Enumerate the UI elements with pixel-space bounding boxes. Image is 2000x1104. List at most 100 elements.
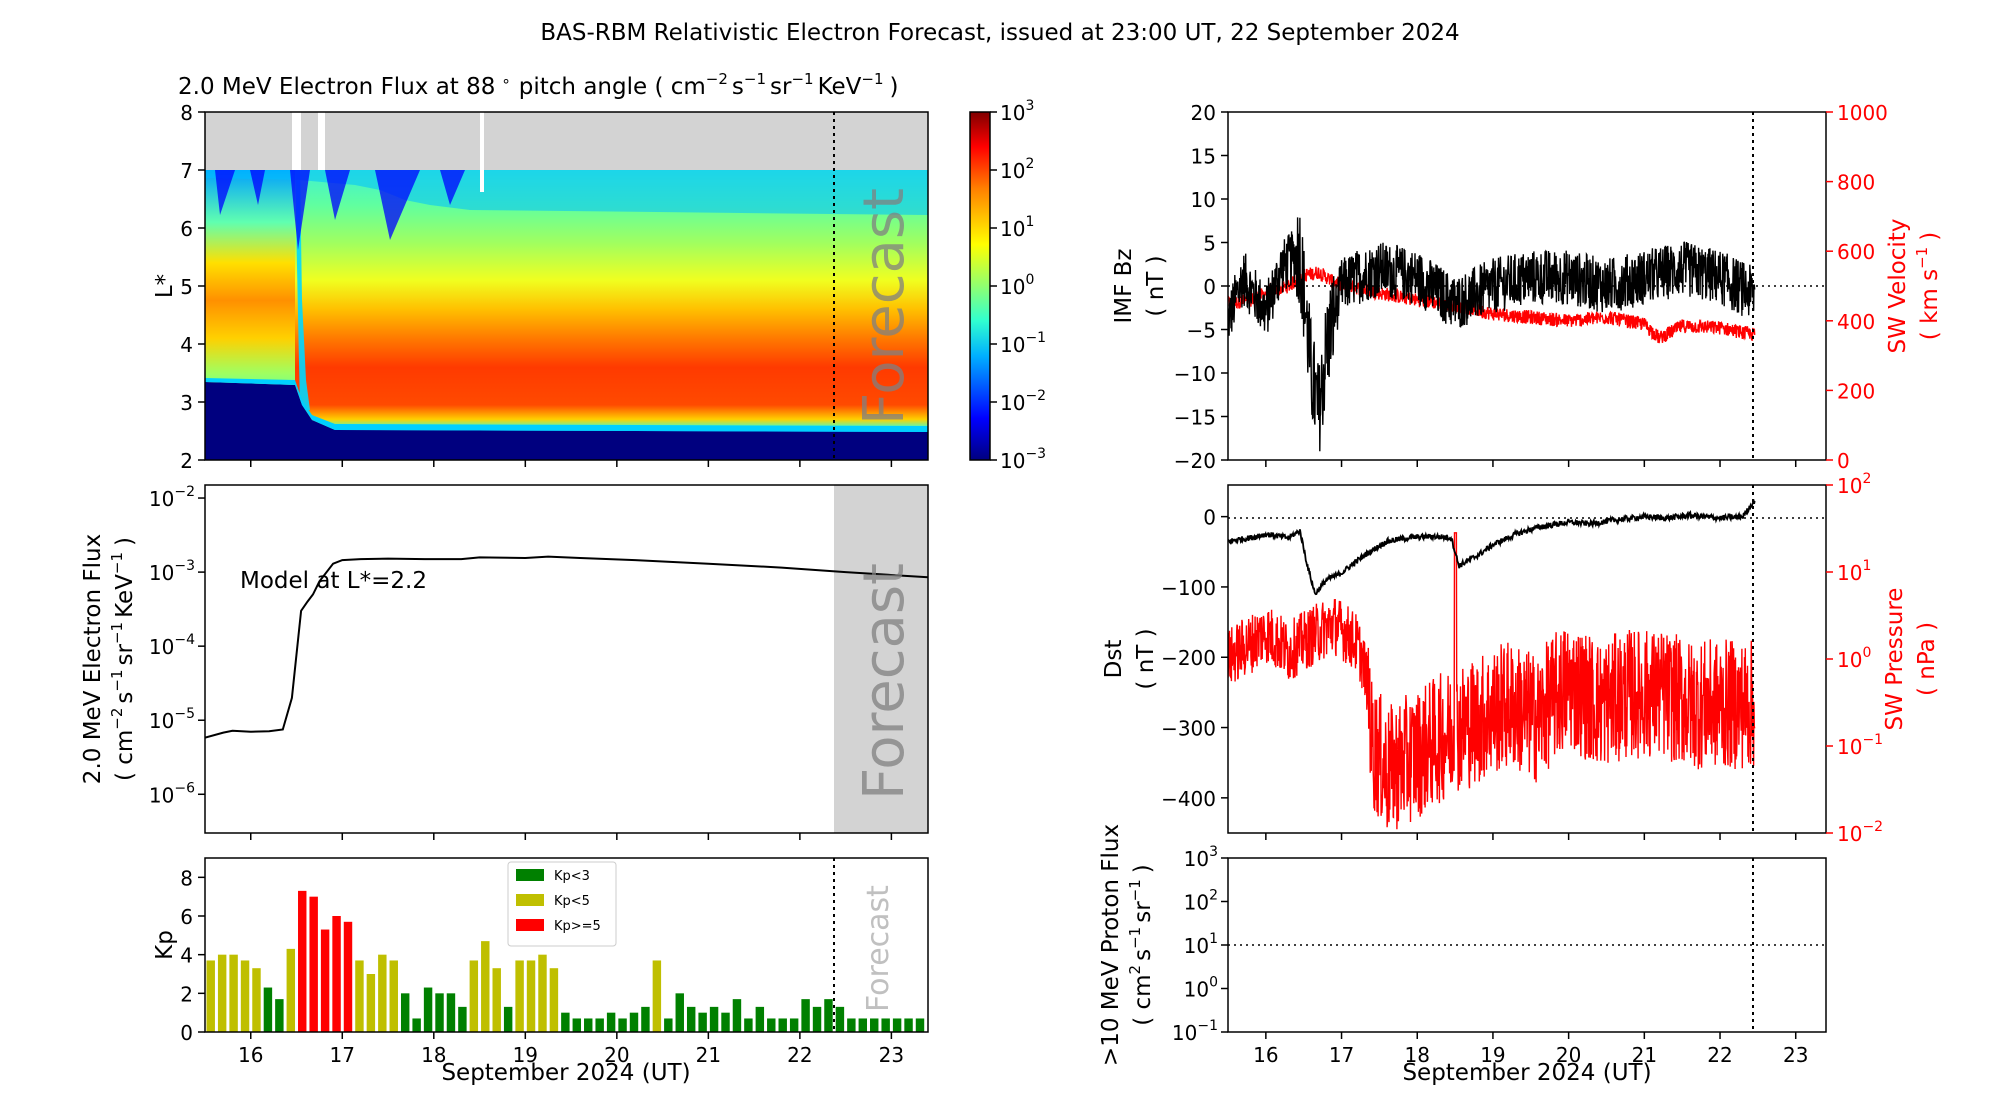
imf-ytick-label-3: 5 [1203, 232, 1216, 256]
kp-bar-36 [618, 1018, 627, 1032]
proton-xtick-label-6: 22 [1707, 1043, 1732, 1067]
sw-pressure-ylabel-line2: ( nPa ) [1914, 622, 1940, 696]
kp-bar-37 [629, 1012, 639, 1032]
proton-xtick-label-4: 20 [1556, 1043, 1581, 1067]
kp-bar-62 [915, 1018, 925, 1032]
kp-bar-53 [812, 1006, 822, 1032]
model-flux-line [205, 555, 928, 739]
kp-bar-16 [389, 960, 398, 1032]
kp-legend-label-1: Kp<5 [554, 894, 590, 909]
colorbar-tick-label-6: 10−3 [1000, 446, 1046, 473]
model-ytick-label-4: 10−6 [149, 780, 195, 807]
kp-bar-33 [584, 1018, 593, 1032]
imf-ytick-label-1: 15 [1191, 145, 1216, 169]
colorbar-tick-label-5: 10−2 [1000, 388, 1046, 415]
model-forecast-label: Forecast [852, 563, 917, 800]
proton-xtick-label-2: 18 [1405, 1043, 1430, 1067]
kp-bar-23 [469, 960, 479, 1032]
kp-xtick-label-1: 17 [330, 1043, 355, 1067]
kp-bar-59 [881, 1018, 890, 1032]
colorbar-tick-label-0: 103 [1000, 98, 1034, 125]
imf-ytick-label-0: 20 [1191, 101, 1216, 125]
kp-bar-3 [240, 960, 250, 1032]
kp-ytick-label-3: 6 [180, 905, 193, 929]
kp-bar-46 [732, 999, 742, 1032]
kp-bar-12 [343, 921, 353, 1032]
kp-bar-13 [355, 960, 364, 1032]
pressure-ytick-label-0: 102 [1837, 471, 1871, 498]
proton-ytick-label-2: 101 [1184, 931, 1218, 958]
kp-bar-57 [858, 1018, 868, 1032]
sw-velocity-line [1228, 266, 1756, 344]
kp-xtick-label-7: 23 [879, 1043, 904, 1067]
kp-legend-swatch-0 [516, 869, 544, 881]
kp-bar-5 [263, 987, 273, 1032]
dst-ytick-label-0: 0 [1203, 506, 1216, 530]
kp-bar-42 [686, 1006, 696, 1032]
velocity-ytick-label-5: 0 [1837, 449, 1850, 473]
kp-axes-frame [204, 857, 929, 1033]
pressure-ytick-label-4: 10−2 [1837, 819, 1883, 846]
proton-xtick-label-3: 19 [1480, 1043, 1505, 1067]
kp-bar-4 [252, 968, 261, 1032]
kp-bar-44 [709, 1006, 719, 1032]
proton-ylabel-line2: ( cm2s−1sr−1) [1126, 864, 1156, 1026]
kp-bar-17 [400, 993, 410, 1032]
colorbar-tick-label-1: 102 [1000, 156, 1034, 183]
heatmap-inner-belt [205, 382, 928, 460]
flux-ytick-label-6: 8 [180, 101, 193, 125]
left-xlabel: September 2024 (UT) [441, 1060, 690, 1086]
kp-bar-31 [561, 1012, 570, 1032]
kp-legend-label-0: Kp<3 [554, 869, 590, 884]
flux-ytick-label-4: 6 [180, 217, 193, 241]
kp-bar-60 [892, 1018, 902, 1032]
colorbar-tick-label-4: 10−1 [1000, 330, 1046, 357]
kp-xtick-label-0: 16 [238, 1043, 263, 1067]
kp-bar-47 [744, 1018, 753, 1032]
pressure-ytick-label-1: 101 [1837, 558, 1871, 585]
kp-ytick-label-4: 8 [180, 866, 193, 890]
flux-ytick-label-0: 2 [180, 449, 193, 473]
model-annotation: Model at L*=2.2 [240, 568, 427, 594]
kp-bar-39 [652, 960, 662, 1032]
figure-title: BAS-RBM Relativistic Electron Forecast, … [540, 20, 1459, 46]
flux-ytick-label-3: 5 [180, 275, 193, 299]
kp-ytick-label-2: 4 [180, 944, 193, 968]
model-ytick-label-1: 10−3 [149, 558, 195, 585]
proton-ytick-label-4: 10−1 [1172, 1018, 1218, 1045]
sw-pressure-line [1228, 532, 1756, 830]
colorbar-tick-label-3: 100 [1000, 272, 1034, 299]
kp-ytick-label-0: 0 [180, 1021, 193, 1045]
kp-bar-10 [320, 929, 330, 1032]
kp-bar-55 [835, 1006, 845, 1032]
kp-bar-54 [824, 999, 833, 1032]
dst-ytick-label-1: −100 [1161, 576, 1216, 600]
kp-bar-32 [572, 1018, 582, 1032]
imf-ylabel-line1: IMF Bz [1111, 248, 1137, 323]
kp-bar-28 [526, 960, 536, 1032]
kp-forecast-label: Forecast [861, 885, 896, 1012]
flux-forecast-label: Forecast [852, 188, 917, 425]
kp-legend-label-2: Kp>=5 [554, 919, 601, 934]
proton-ytick-label-3: 100 [1184, 975, 1218, 1002]
kp-bar-7 [286, 948, 296, 1032]
kp-bar-48 [755, 1006, 765, 1032]
kp-bar-35 [606, 1012, 616, 1032]
kp-xtick-label-6: 22 [787, 1043, 812, 1067]
model-axes-frame [204, 484, 929, 834]
kp-legend: Kp<3 Kp<5 Kp>=5 [507, 861, 617, 947]
kp-ylabel: Kp [152, 930, 178, 960]
kp-bar-45 [721, 1012, 730, 1032]
imf-ytick-label-6: −10 [1174, 362, 1216, 386]
colorbar-scale [969, 111, 991, 461]
model-ytick-label-0: 10−2 [149, 484, 195, 511]
kp-bar-40 [664, 1018, 673, 1032]
flux-title-deg: ∘ [501, 72, 510, 90]
velocity-ytick-label-4: 200 [1837, 379, 1875, 403]
kp-bar-29 [538, 954, 547, 1032]
kp-bar-2 [229, 954, 238, 1032]
kp-xtick-label-4: 20 [604, 1043, 629, 1067]
colorbar: 103 102 101 100 10−1 10−2 10−3 [969, 98, 1046, 473]
kp-bar-9 [309, 896, 318, 1032]
